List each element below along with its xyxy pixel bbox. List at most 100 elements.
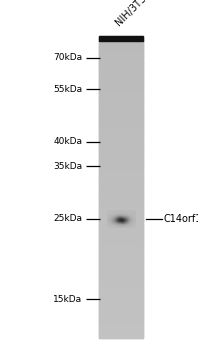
Bar (99, 247, 143, 251)
Bar (116, 222, 117, 223)
Bar (122, 214, 123, 215)
Bar (119, 217, 120, 218)
Bar (123, 220, 124, 221)
Bar (128, 215, 129, 216)
Bar (113, 214, 114, 215)
Bar (109, 218, 110, 219)
Bar (114, 214, 115, 215)
Bar (131, 216, 132, 217)
Bar (120, 221, 121, 222)
Bar (113, 221, 114, 222)
Bar (133, 219, 134, 220)
Bar (117, 221, 118, 222)
Bar (124, 223, 125, 224)
Bar (117, 221, 118, 222)
Bar (126, 215, 127, 216)
Bar (121, 215, 122, 216)
Bar (114, 214, 115, 215)
Bar (130, 219, 131, 220)
Bar (131, 225, 132, 226)
Bar (115, 213, 116, 214)
Bar (124, 223, 125, 224)
Bar (119, 212, 120, 213)
Bar (118, 221, 119, 222)
Bar (126, 215, 127, 216)
Bar (109, 224, 110, 225)
Bar (125, 222, 126, 223)
Bar (112, 225, 113, 226)
Text: 55kDa: 55kDa (53, 85, 82, 94)
Bar (117, 218, 118, 219)
Bar (132, 214, 133, 215)
Bar (112, 222, 113, 223)
Bar (109, 214, 110, 215)
Bar (110, 218, 111, 219)
Bar (117, 212, 118, 213)
Bar (111, 222, 112, 223)
Bar (120, 220, 121, 221)
Bar (124, 221, 125, 222)
Bar (124, 222, 125, 223)
Bar (133, 223, 134, 224)
Bar (128, 217, 129, 218)
Bar (113, 225, 114, 226)
Bar (112, 219, 113, 220)
Bar (120, 222, 121, 223)
Bar (120, 214, 121, 215)
Bar (119, 224, 120, 225)
Bar (109, 219, 110, 220)
Bar (122, 223, 123, 224)
Bar (99, 198, 143, 202)
Bar (132, 222, 133, 223)
Bar (121, 224, 122, 225)
Bar (121, 217, 122, 218)
Bar (113, 222, 114, 223)
Bar (114, 220, 115, 221)
Bar (117, 224, 118, 225)
Bar (119, 224, 120, 225)
Bar (128, 225, 129, 226)
Bar (121, 220, 122, 221)
Bar (129, 224, 130, 225)
Bar (132, 211, 133, 212)
Bar (121, 213, 122, 214)
Bar (113, 223, 114, 224)
Bar (121, 223, 122, 224)
Bar (115, 217, 116, 218)
Bar (127, 215, 128, 216)
Bar (130, 222, 131, 223)
Bar (111, 215, 112, 216)
Bar (127, 212, 128, 213)
Bar (99, 179, 143, 183)
Bar (128, 221, 129, 222)
Bar (114, 220, 115, 221)
Bar (129, 224, 130, 225)
Bar (99, 149, 143, 153)
Bar (131, 216, 132, 217)
Bar (121, 224, 122, 225)
Bar (130, 216, 131, 217)
Bar (118, 222, 119, 223)
Bar (110, 221, 111, 222)
Bar (115, 220, 116, 221)
Bar (112, 211, 113, 212)
Bar (130, 219, 131, 220)
Bar (124, 214, 125, 215)
Bar (133, 220, 134, 221)
Bar (115, 222, 116, 223)
Bar (99, 258, 143, 262)
Bar (133, 213, 134, 214)
Bar (130, 212, 131, 213)
Bar (123, 211, 124, 212)
Bar (120, 215, 121, 216)
Bar (114, 221, 115, 222)
Bar (108, 216, 109, 217)
Bar (128, 224, 129, 225)
Bar (108, 212, 109, 213)
Bar (122, 220, 123, 221)
Bar (129, 222, 130, 223)
Bar (123, 219, 124, 220)
Bar (121, 211, 122, 212)
Bar (127, 212, 128, 213)
Bar (113, 225, 114, 226)
